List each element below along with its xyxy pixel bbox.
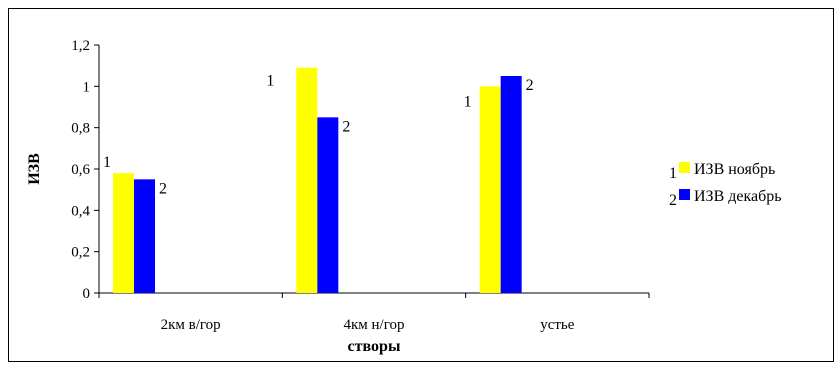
bar [500,76,522,293]
axes: 0 0,2 0,4 0,6 0,8 1 1,2 2км в/гор 4км н/гор устье [71,38,650,333]
bar-label: 1 [103,154,111,171]
y-tick-label: 0,6 [71,162,90,178]
bar [134,179,155,293]
legend-marker-label: 2 [669,192,677,209]
bar-label: 2 [159,180,167,197]
x-tick-label: устье [540,317,575,333]
legend-swatch [679,189,690,200]
chart-frame: 0 0,2 0,4 0,6 0,8 1 1,2 2км в/гор 4км н/гор устье… [8,8,834,362]
y-tick-label: 0,2 [71,245,90,261]
legend: 1 ИЗВ ноябрь 2 ИЗВ декабрь [669,161,782,209]
bar [296,67,318,293]
bar-labels: 1 2 1 2 1 2 [103,73,534,198]
bar-label: 2 [342,118,350,135]
x-tick-label: 2км в/гор [161,317,221,333]
bar-label: 1 [464,93,472,110]
x-axis-title: створы [348,338,401,355]
chart: 0 0,2 0,4 0,6 0,8 1 1,2 2км в/гор 4км н/гор устье… [26,38,782,355]
bar-label: 1 [266,73,274,90]
legend-swatch [679,162,690,173]
y-axis-title: ИЗВ [26,153,43,185]
legend-label: ИЗВ декабрь [694,188,782,205]
bar [479,86,501,293]
y-tick-label: 0,4 [71,203,90,219]
y-tick-label: 1,2 [71,38,90,54]
bar [113,173,134,293]
y-tick-label: 0 [83,286,91,302]
y-tick-label: 0,8 [71,121,90,137]
y-tick-label: 1 [83,79,91,95]
bars [113,67,522,293]
legend-marker-label: 1 [669,165,677,182]
bar [317,117,339,293]
bar-label: 2 [526,77,534,94]
legend-label: ИЗВ ноябрь [694,161,775,178]
x-tick-label: 4км н/гор [343,317,404,333]
